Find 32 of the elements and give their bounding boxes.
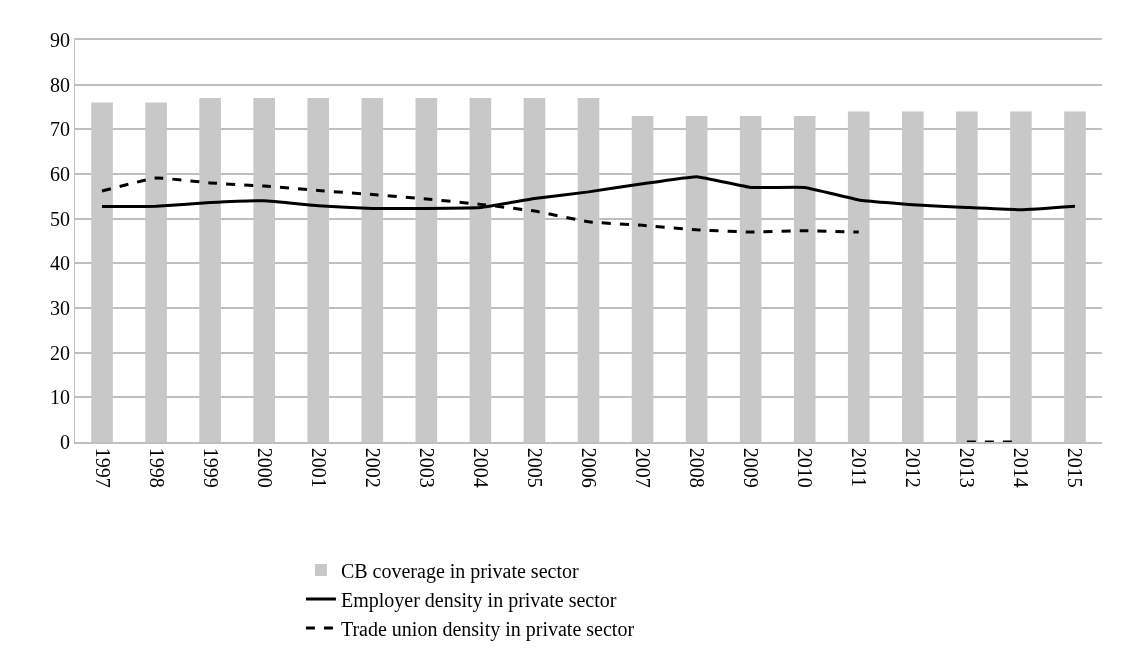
y-tick-label: 30 [50, 297, 70, 319]
x-tick-label: 2003 [415, 447, 438, 488]
legend-label: Trade union density in private sector [340, 617, 635, 641]
x-tick-label: 2012 [902, 447, 925, 488]
x-tick-label: 2006 [578, 447, 600, 488]
x-tick-label: 2015 [1064, 447, 1087, 488]
y-tick-label: 40 [50, 252, 70, 275]
y-tick-label: 90 [50, 29, 70, 51]
x-tick-label: 2010 [794, 447, 817, 488]
y-tick-label: 60 [50, 163, 70, 185]
x-tick-label: 2004 [469, 447, 492, 488]
x-tick-label: 2009 [740, 447, 763, 488]
y-tick-label: 10 [50, 386, 70, 409]
y-tick-label: 20 [50, 341, 70, 364]
x-tick-label: 2008 [686, 447, 709, 488]
x-tick-label: 1997 [91, 447, 114, 488]
legend-label: CB coverage in private sector [340, 559, 579, 583]
x-tick-label: 1999 [199, 447, 222, 488]
y-tick-label: 50 [50, 207, 70, 230]
y-tick-label: 80 [50, 73, 70, 96]
x-tick-label: 2002 [361, 447, 384, 488]
x-tick-label: 2000 [253, 447, 276, 488]
x-tick-label: 1998 [145, 447, 168, 488]
y-tick-label: 0 [60, 431, 70, 453]
x-tick-label: 2005 [523, 447, 546, 488]
x-tick-label: 2001 [307, 447, 330, 488]
legend-label: Employer density in private sector [340, 588, 617, 612]
y-tick-label: 70 [50, 118, 70, 141]
x-tick-label: 2014 [1010, 447, 1033, 488]
x-tick-label: 2013 [956, 447, 979, 488]
x-tick-label: 2007 [632, 447, 655, 488]
x-tick-label: 2011 [848, 447, 871, 488]
